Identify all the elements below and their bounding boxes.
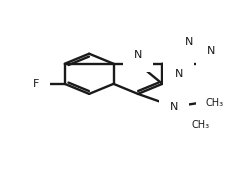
Text: CH₃: CH₃ (205, 98, 224, 108)
Text: N: N (207, 46, 215, 56)
Text: CH₃: CH₃ (192, 120, 210, 130)
Text: N: N (170, 102, 178, 112)
Text: F: F (33, 79, 39, 89)
Text: N: N (174, 69, 183, 79)
Text: N: N (134, 50, 142, 60)
Text: N: N (215, 59, 224, 69)
Text: N: N (185, 37, 194, 47)
